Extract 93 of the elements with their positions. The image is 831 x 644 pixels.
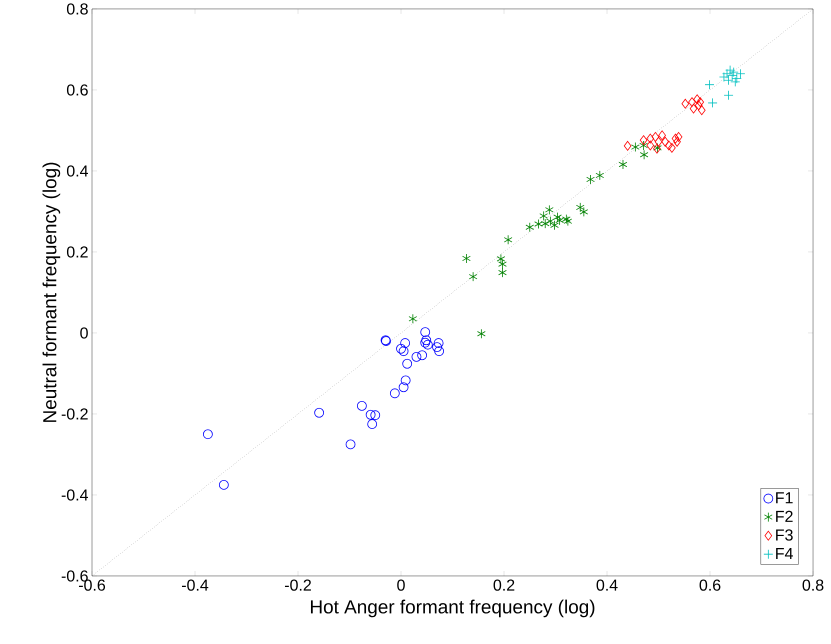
point [534, 219, 543, 229]
legend-label: F3 [776, 529, 793, 541]
y-tick-label: 0.4 [66, 165, 88, 177]
point [498, 268, 507, 278]
point [366, 410, 376, 420]
point [434, 338, 444, 348]
point [658, 130, 666, 140]
point [688, 97, 696, 108]
point [370, 410, 380, 420]
point [646, 134, 654, 144]
point [356, 400, 367, 411]
point [698, 105, 706, 116]
point [396, 344, 406, 354]
point [704, 80, 714, 90]
point [545, 204, 554, 215]
point [682, 98, 690, 109]
point [690, 104, 698, 114]
point [555, 215, 564, 226]
point [672, 134, 680, 144]
point [668, 142, 676, 153]
point [696, 97, 704, 108]
point [661, 136, 669, 147]
point [477, 328, 486, 339]
point [398, 346, 408, 356]
point [412, 352, 422, 362]
y-tick-label: 0 [80, 327, 88, 339]
point [408, 314, 418, 324]
point [218, 480, 229, 490]
point [346, 439, 356, 450]
x-tick-label: 0.4 [596, 580, 618, 591]
point [673, 136, 681, 147]
point [722, 68, 732, 79]
point [674, 132, 682, 142]
x-tick-label: -0.4 [182, 580, 208, 591]
point [422, 340, 433, 350]
point [202, 429, 213, 440]
x-tick-label: 0 [397, 580, 405, 591]
point [708, 98, 718, 108]
y-tick-label: -0.6 [62, 570, 88, 582]
legend-label: F2 [776, 510, 793, 522]
point [580, 206, 588, 217]
point [586, 174, 595, 184]
y-tick-label: 0.8 [66, 3, 88, 15]
point [402, 358, 412, 369]
x-axis-title: Hot Anger formant frequency (log) [310, 600, 594, 618]
y-axis-title: Neutral formant frequency (log) [42, 162, 60, 422]
x-tick-label: -0.6 [78, 580, 106, 591]
point [314, 408, 324, 418]
point [693, 94, 701, 104]
point [596, 170, 604, 180]
point [420, 327, 430, 338]
point [550, 220, 559, 230]
point [640, 150, 648, 160]
point [546, 216, 555, 226]
point [400, 338, 410, 348]
point [562, 214, 571, 224]
point [400, 375, 411, 386]
point [624, 140, 632, 151]
point [736, 68, 746, 79]
x-tick-label: -0.2 [284, 580, 311, 591]
point [694, 100, 702, 110]
point [367, 419, 378, 430]
point [652, 132, 660, 142]
point [639, 140, 648, 150]
point [420, 338, 430, 348]
point [665, 140, 673, 150]
point [631, 142, 640, 152]
y-tick-label: 0.2 [66, 246, 88, 258]
point [390, 388, 400, 398]
point [462, 254, 471, 264]
x-tick-label: 0.8 [802, 580, 824, 591]
y-tick-label: 0.6 [66, 84, 88, 96]
y-tick-label: -0.4 [62, 489, 88, 501]
point [432, 342, 442, 352]
point [640, 135, 648, 146]
point [504, 234, 512, 245]
point [564, 216, 572, 226]
y-tick-label: -0.2 [62, 408, 88, 420]
legend-label: F1 [776, 492, 793, 504]
point [421, 335, 432, 346]
point [398, 382, 408, 392]
point [724, 90, 734, 100]
point [646, 140, 654, 150]
point [553, 212, 562, 222]
point [417, 350, 428, 360]
x-tick-label: 0.6 [700, 580, 720, 591]
legend-label: F4 [776, 548, 793, 559]
point [434, 346, 444, 356]
x-tick-label: 0.2 [494, 580, 514, 591]
point [654, 136, 662, 147]
point [618, 160, 628, 170]
point [468, 272, 478, 282]
point [525, 222, 534, 232]
